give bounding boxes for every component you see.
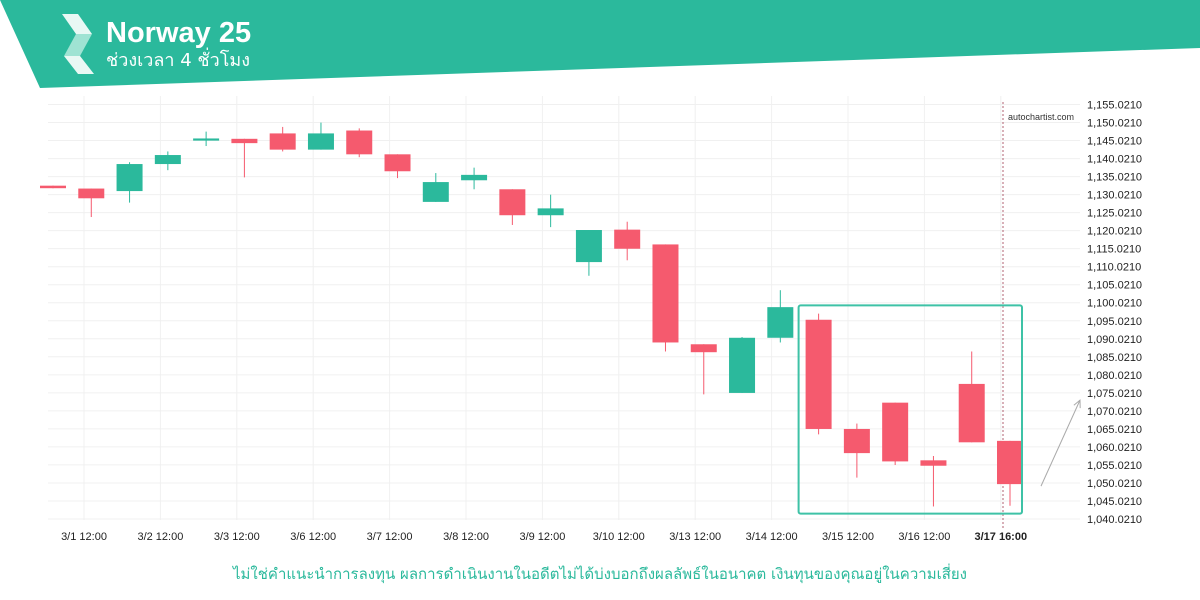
header-background	[0, 0, 1200, 88]
x-tick-label: 3/13 12:00	[669, 531, 721, 543]
pattern-highlight-box	[797, 304, 1023, 515]
y-tick-label: 1,090.0210	[1087, 334, 1142, 346]
x-tick-label: 3/2 12:00	[137, 531, 183, 543]
instrument-title: Norway 25	[106, 17, 252, 49]
current-time-label: 3/17 16:00	[974, 531, 1027, 543]
bullish-candle	[307, 133, 334, 150]
x-tick-label: 3/10 12:00	[593, 531, 645, 543]
x-tick-label: 3/7 12:00	[367, 531, 413, 543]
x-tick-label: 3/8 12:00	[443, 531, 489, 543]
bearish-candle	[805, 319, 832, 429]
y-tick-label: 1,050.0210	[1087, 478, 1142, 490]
watermark-text: autochartist.com	[1008, 112, 1074, 122]
y-tick-label: 1,065.0210	[1087, 424, 1142, 436]
y-tick-label: 1,070.0210	[1087, 406, 1142, 418]
x-tick-label: 3/1 12:00	[61, 531, 107, 543]
bullish-candle	[422, 182, 449, 202]
bullish-candle	[193, 138, 220, 141]
y-tick-label: 1,110.0210	[1087, 262, 1141, 274]
bearish-candle	[882, 402, 909, 462]
autochartist-logo-icon	[62, 14, 94, 74]
bearish-candle	[384, 154, 411, 172]
bearish-candle	[843, 428, 870, 454]
bearish-candle	[40, 185, 66, 189]
y-tick-label: 1,140.0210	[1087, 154, 1142, 166]
y-tick-label: 1,150.0210	[1087, 118, 1142, 130]
y-tick-label: 1,115.0210	[1087, 244, 1141, 256]
x-tick-label: 3/3 12:00	[214, 531, 260, 543]
bearish-candle	[652, 244, 679, 343]
forecast-arrow-head	[1073, 399, 1081, 409]
y-tick-label: 1,105.0210	[1087, 280, 1142, 292]
bullish-candle	[575, 230, 602, 263]
bearish-candle	[958, 383, 985, 443]
y-tick-label: 1,120.0210	[1087, 226, 1142, 238]
y-tick-label: 1,080.0210	[1087, 370, 1142, 382]
timeframe-subtitle: ช่วงเวลา 4 ชั่วโมง	[106, 50, 251, 71]
y-tick-label: 1,060.0210	[1087, 442, 1142, 454]
bullish-candle	[537, 208, 564, 216]
header-banner	[0, 0, 1200, 88]
y-tick-label: 1,085.0210	[1087, 352, 1142, 364]
bearish-candle	[78, 188, 105, 199]
bullish-candle	[729, 337, 756, 393]
y-tick-label: 1,135.0210	[1087, 172, 1142, 184]
bearish-candle	[690, 344, 717, 353]
bullish-candle	[461, 174, 488, 181]
bearish-candle	[499, 189, 526, 216]
y-tick-label: 1,155.0210	[1087, 100, 1142, 112]
x-tick-label: 3/6 12:00	[290, 531, 336, 543]
x-tick-label: 3/9 12:00	[519, 531, 565, 543]
y-tick-label: 1,075.0210	[1087, 388, 1142, 400]
y-tick-label: 1,130.0210	[1087, 190, 1142, 202]
x-tick-label: 3/14 12:00	[746, 531, 798, 543]
bearish-candle	[269, 133, 296, 150]
bullish-candle	[767, 307, 794, 338]
risk-disclaimer: ไม่ใช่คำแนะนำการลงทุน ผลการดำเนินงานในอด…	[233, 565, 967, 583]
y-tick-label: 1,145.0210	[1087, 136, 1142, 148]
bullish-candle	[154, 155, 181, 165]
y-tick-label: 1,040.0210	[1087, 514, 1142, 526]
y-tick-label: 1,095.0210	[1087, 316, 1142, 328]
y-tick-label: 1,045.0210	[1087, 496, 1142, 508]
bearish-candle	[614, 229, 641, 249]
y-tick-label: 1,125.0210	[1087, 208, 1142, 220]
y-tick-label: 1,055.0210	[1087, 460, 1142, 472]
bearish-candle	[231, 138, 258, 144]
x-tick-label: 3/15 12:00	[822, 531, 874, 543]
bullish-candle	[116, 164, 143, 192]
y-tick-label: 1,100.0210	[1087, 298, 1142, 310]
x-tick-label: 3/16 12:00	[898, 531, 950, 543]
forecast-arrow-line	[1040, 399, 1081, 487]
bearish-candle	[997, 440, 1023, 485]
bearish-candle	[920, 460, 947, 466]
bearish-candle	[346, 130, 373, 155]
